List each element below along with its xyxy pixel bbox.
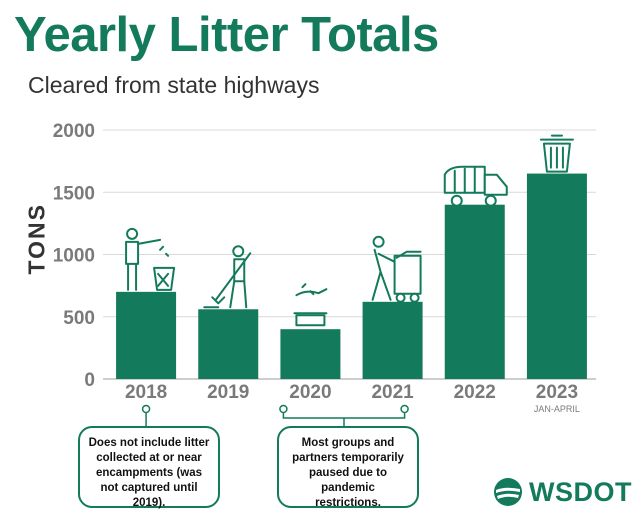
x-tick-label: 2022	[454, 382, 496, 403]
garbage-truck-icon	[443, 165, 508, 207]
y-tick-label: 1000	[53, 246, 95, 267]
wsdot-logo-icon	[494, 478, 522, 506]
person-pushing-dumpster-icon	[371, 235, 422, 303]
y-tick-label: 2000	[53, 121, 95, 142]
note-connector-dot	[400, 404, 409, 414]
x-tick-sublabel: JAN-APRIL	[534, 404, 580, 414]
y-tick-label: 1500	[53, 183, 95, 204]
x-tick-label: 2019	[207, 382, 249, 403]
chart-subtitle: Cleared from state highways	[28, 72, 320, 98]
chart-title: Yearly Litter Totals	[14, 8, 439, 62]
note-2018: Does not include litter collected at or …	[78, 426, 220, 509]
bar-2019	[198, 309, 259, 379]
x-tick-label: 2018	[125, 382, 167, 403]
person-sweeping-icon	[203, 245, 252, 309]
bar-2022	[444, 204, 505, 379]
note-connector-dot	[141, 404, 151, 414]
x-tick-label: 2021	[371, 382, 414, 403]
person-throwing-litter-icon	[125, 227, 176, 291]
wsdot-logo: WSDOT	[493, 474, 632, 510]
wsdot-logo-text: WSDOT	[529, 476, 632, 507]
bar-2023	[526, 173, 587, 379]
hand-dropping-litter-icon	[293, 283, 328, 327]
y-tick-label: 500	[63, 308, 95, 329]
x-tick-label: 2020	[289, 382, 331, 403]
bar-2018	[116, 291, 177, 379]
note-connector-dot	[279, 404, 288, 414]
trash-can-icon	[539, 134, 574, 173]
x-tick-label: 2023	[536, 382, 578, 403]
bar-2020	[280, 329, 341, 379]
note-2020-2021: Most groups and partners temporarily pau…	[277, 426, 419, 509]
y-tick-label: 0	[84, 370, 95, 391]
note-bracket	[282, 412, 406, 427]
bar-2021	[362, 301, 423, 379]
